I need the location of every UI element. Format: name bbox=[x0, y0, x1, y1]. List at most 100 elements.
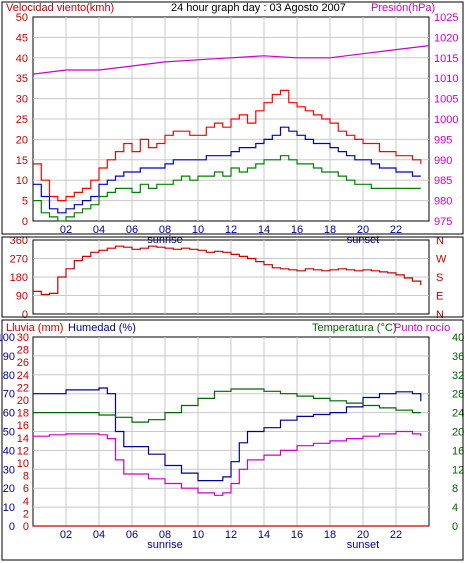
wind-tick-label: 40 bbox=[16, 53, 28, 65]
compass-label: N bbox=[436, 235, 444, 247]
x-tick-label: 18 bbox=[324, 224, 336, 236]
humidity-tick-label: 80 bbox=[3, 370, 15, 382]
wind-tick-label: 45 bbox=[16, 32, 28, 44]
temperature-tick-label: 32 bbox=[452, 370, 464, 382]
temperature-plot-lines bbox=[33, 387, 429, 527]
x-tick-label: 12 bbox=[225, 224, 237, 236]
wind-tick-label: 0 bbox=[22, 216, 28, 228]
wind-tick-label: 10 bbox=[16, 175, 28, 187]
temperature-tick-label: 12 bbox=[452, 464, 464, 476]
pressure-tick-label: 1005 bbox=[434, 94, 458, 106]
direction-plot-lines bbox=[33, 245, 422, 296]
wind-tick-label: 30 bbox=[16, 94, 28, 106]
wind-tick-label: 50 bbox=[16, 12, 28, 24]
dewpoint-series bbox=[33, 430, 422, 496]
rain-tick-label: 2 bbox=[23, 508, 29, 520]
wind-tick-label: 5 bbox=[22, 196, 28, 208]
rain-tick-label: 28 bbox=[17, 345, 29, 357]
x-tick-label: 18 bbox=[324, 529, 336, 541]
humidity-tick-label: 30 bbox=[3, 464, 15, 476]
dewpoint-axis-title: Punto rocío bbox=[394, 322, 450, 334]
direction-plot-grid bbox=[33, 240, 429, 314]
humidity-tick-label: 50 bbox=[3, 427, 15, 439]
pressure-tick-label: 1000 bbox=[434, 114, 458, 126]
wind-plot-grid bbox=[33, 17, 429, 221]
humidity-tick-label: 60 bbox=[3, 408, 15, 420]
rain-tick-label: 12 bbox=[17, 445, 29, 457]
temperature-tick-label: 16 bbox=[452, 445, 464, 457]
temperature-tick-label: 8 bbox=[452, 483, 458, 495]
temperature-axis-title: Temperatura (°C) bbox=[312, 322, 396, 334]
wind-max-series bbox=[33, 89, 422, 202]
rain-tick-label: 4 bbox=[23, 496, 29, 508]
direction-tick-label: 0 bbox=[22, 309, 28, 321]
humidity-tick-label: 40 bbox=[3, 445, 15, 457]
pressure-tick-label: 975 bbox=[434, 216, 452, 228]
rain-tick-label: 18 bbox=[17, 408, 29, 420]
direction-plot-axes: 0 N 90 E 180 S 270 W 360 N bbox=[10, 235, 447, 321]
temperature-panel-border bbox=[1, 319, 464, 561]
x-tick-label: 04 bbox=[93, 529, 105, 541]
rain-tick-label: 14 bbox=[17, 433, 29, 445]
x-tick-label: 06 bbox=[126, 529, 138, 541]
x-tick-label: 16 bbox=[291, 224, 303, 236]
rain-axis-title: Lluvia (mm) bbox=[6, 322, 63, 334]
temperature-tick-label: 40 bbox=[452, 332, 464, 344]
humidity-tick-label: 70 bbox=[3, 389, 15, 401]
direction-tick-label: 270 bbox=[10, 254, 28, 266]
rain-tick-label: 0 bbox=[23, 521, 29, 533]
compass-label: N bbox=[436, 309, 444, 321]
x-tick-label: 10 bbox=[192, 529, 204, 541]
sunrise-label: sunrise bbox=[147, 539, 182, 551]
temperature-plot-axes: 02 04 06 08 10 12 14 16 18 20 22010203040506070809… bbox=[0, 332, 464, 551]
x-tick-label: 08 bbox=[159, 529, 171, 541]
rain-tick-label: 16 bbox=[17, 420, 29, 432]
wind-tick-label: 35 bbox=[16, 73, 28, 85]
humidity-tick-label: 10 bbox=[3, 502, 15, 514]
x-tick-label: 10 bbox=[192, 224, 204, 236]
x-tick-label: 08 bbox=[159, 224, 171, 236]
pressure-tick-label: 1025 bbox=[434, 12, 458, 24]
x-tick-label: 22 bbox=[390, 529, 402, 541]
temperature-tick-label: 0 bbox=[452, 521, 458, 533]
humidity-tick-label: 20 bbox=[3, 483, 15, 495]
pressure-tick-label: 995 bbox=[434, 134, 452, 146]
wind-tick-label: 20 bbox=[16, 134, 28, 146]
x-tick-label: 20 bbox=[357, 224, 369, 236]
humidity-tick-label: 0 bbox=[9, 521, 15, 533]
compass-label: E bbox=[436, 291, 443, 303]
humidity-tick-label: 90 bbox=[3, 351, 15, 363]
temperature-tick-label: 20 bbox=[452, 427, 464, 439]
x-tick-label: 06 bbox=[126, 224, 138, 236]
pressure-tick-label: 1010 bbox=[434, 73, 458, 85]
direction-tick-label: 90 bbox=[16, 291, 28, 303]
wind-tick-label: 15 bbox=[16, 155, 28, 167]
temperature-tick-label: 28 bbox=[452, 389, 464, 401]
x-tick-label: 04 bbox=[93, 224, 105, 236]
x-tick-label: 02 bbox=[60, 529, 72, 541]
chart-title: 24 hour graph day : 03 Agosto 2007 bbox=[171, 2, 346, 14]
rain-tick-label: 6 bbox=[23, 483, 29, 495]
compass-label: S bbox=[436, 272, 443, 284]
x-tick-label: 14 bbox=[258, 224, 270, 236]
pressure-tick-label: 985 bbox=[434, 175, 452, 187]
rain-tick-label: 8 bbox=[23, 471, 29, 483]
humidity-tick-label: 100 bbox=[0, 332, 15, 344]
sunset-label: sunset bbox=[347, 539, 379, 551]
pressure-tick-label: 1020 bbox=[434, 32, 458, 44]
x-tick-label: 02 bbox=[60, 224, 72, 236]
x-tick-label: 20 bbox=[357, 529, 369, 541]
wind-direction-series bbox=[33, 245, 422, 296]
rain-tick-label: 20 bbox=[17, 395, 29, 407]
pressure-series bbox=[32, 45, 430, 75]
temperature-tick-label: 24 bbox=[452, 408, 464, 420]
direction-tick-label: 360 bbox=[10, 235, 28, 247]
temperature-tick-label: 4 bbox=[452, 502, 458, 514]
wind-min-series bbox=[33, 155, 421, 222]
rain-tick-label: 26 bbox=[17, 357, 29, 369]
x-tick-label: 12 bbox=[225, 529, 237, 541]
rain-tick-label: 10 bbox=[17, 458, 29, 470]
